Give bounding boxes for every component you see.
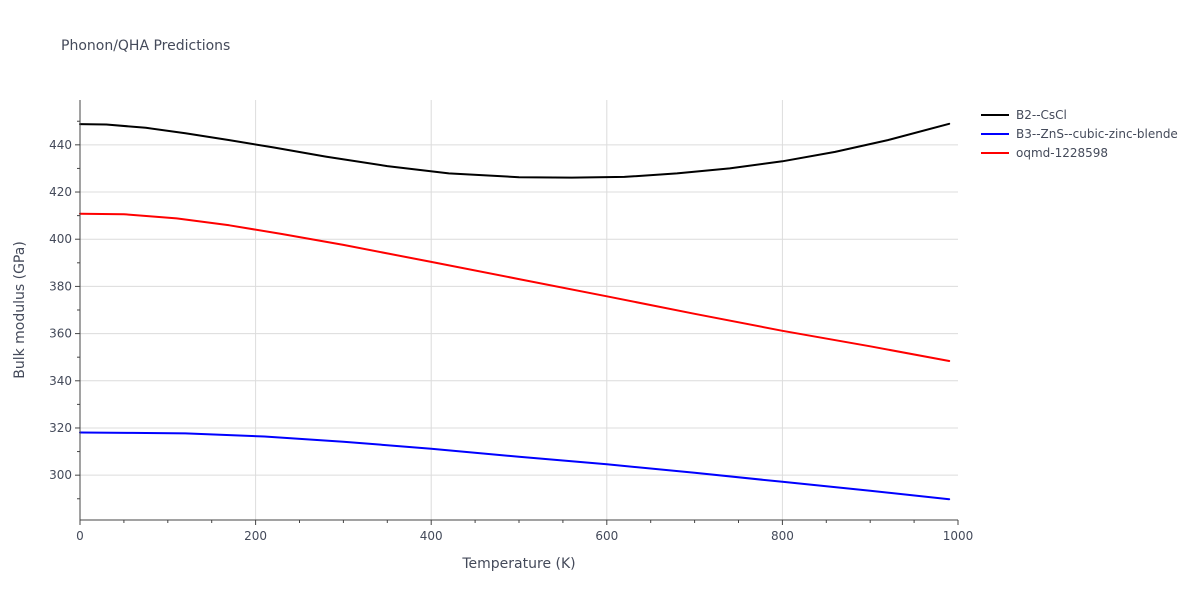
y-tick-label: 320 [49, 421, 72, 435]
x-tick-label: 1000 [943, 529, 974, 543]
y-tick-label: 340 [49, 374, 72, 388]
chart-title: Phonon/QHA Predictions [61, 38, 230, 54]
legend-label: B2--CsCl [1016, 108, 1067, 122]
legend-label: oqmd-1228598 [1016, 146, 1108, 160]
y-tick-label: 380 [49, 279, 72, 293]
series-line-0[interactable] [79, 122, 951, 179]
y-tick-label: 400 [49, 232, 72, 246]
x-tick-label: 600 [595, 529, 618, 543]
axis-layer: 0 200 400 600 800 1000 300 320 340 360 380 400 420 44… [49, 100, 973, 543]
y-tick-label: 440 [49, 138, 72, 152]
y-axis-title: Bulk modulus (GPa) [12, 241, 28, 379]
legend-item-1[interactable]: B3--ZnS--cubic-zinc-blende [981, 127, 1178, 141]
x-tick-label: 400 [420, 529, 443, 543]
y-tick-label: 420 [49, 185, 72, 199]
series-line-1[interactable] [79, 431, 951, 501]
legend[interactable]: B2--CsCl B3--ZnS--cubic-zinc-blende oqmd-1… [981, 108, 1178, 160]
x-tick-label: 0 [76, 529, 84, 543]
x-tick-label: 200 [244, 529, 267, 543]
series-line-2[interactable] [79, 212, 951, 362]
legend-item-2[interactable]: oqmd-1228598 [981, 146, 1108, 160]
legend-label: B3--ZnS--cubic-zinc-blende [1016, 127, 1178, 141]
y-tick-label: 300 [49, 468, 72, 482]
x-tick-label: 800 [771, 529, 794, 543]
legend-item-0[interactable]: B2--CsCl [981, 108, 1067, 122]
grid-layer [80, 100, 958, 520]
y-tick-label: 360 [49, 327, 72, 341]
series-layer [79, 122, 951, 501]
x-axis-title: Temperature (K) [461, 556, 575, 572]
